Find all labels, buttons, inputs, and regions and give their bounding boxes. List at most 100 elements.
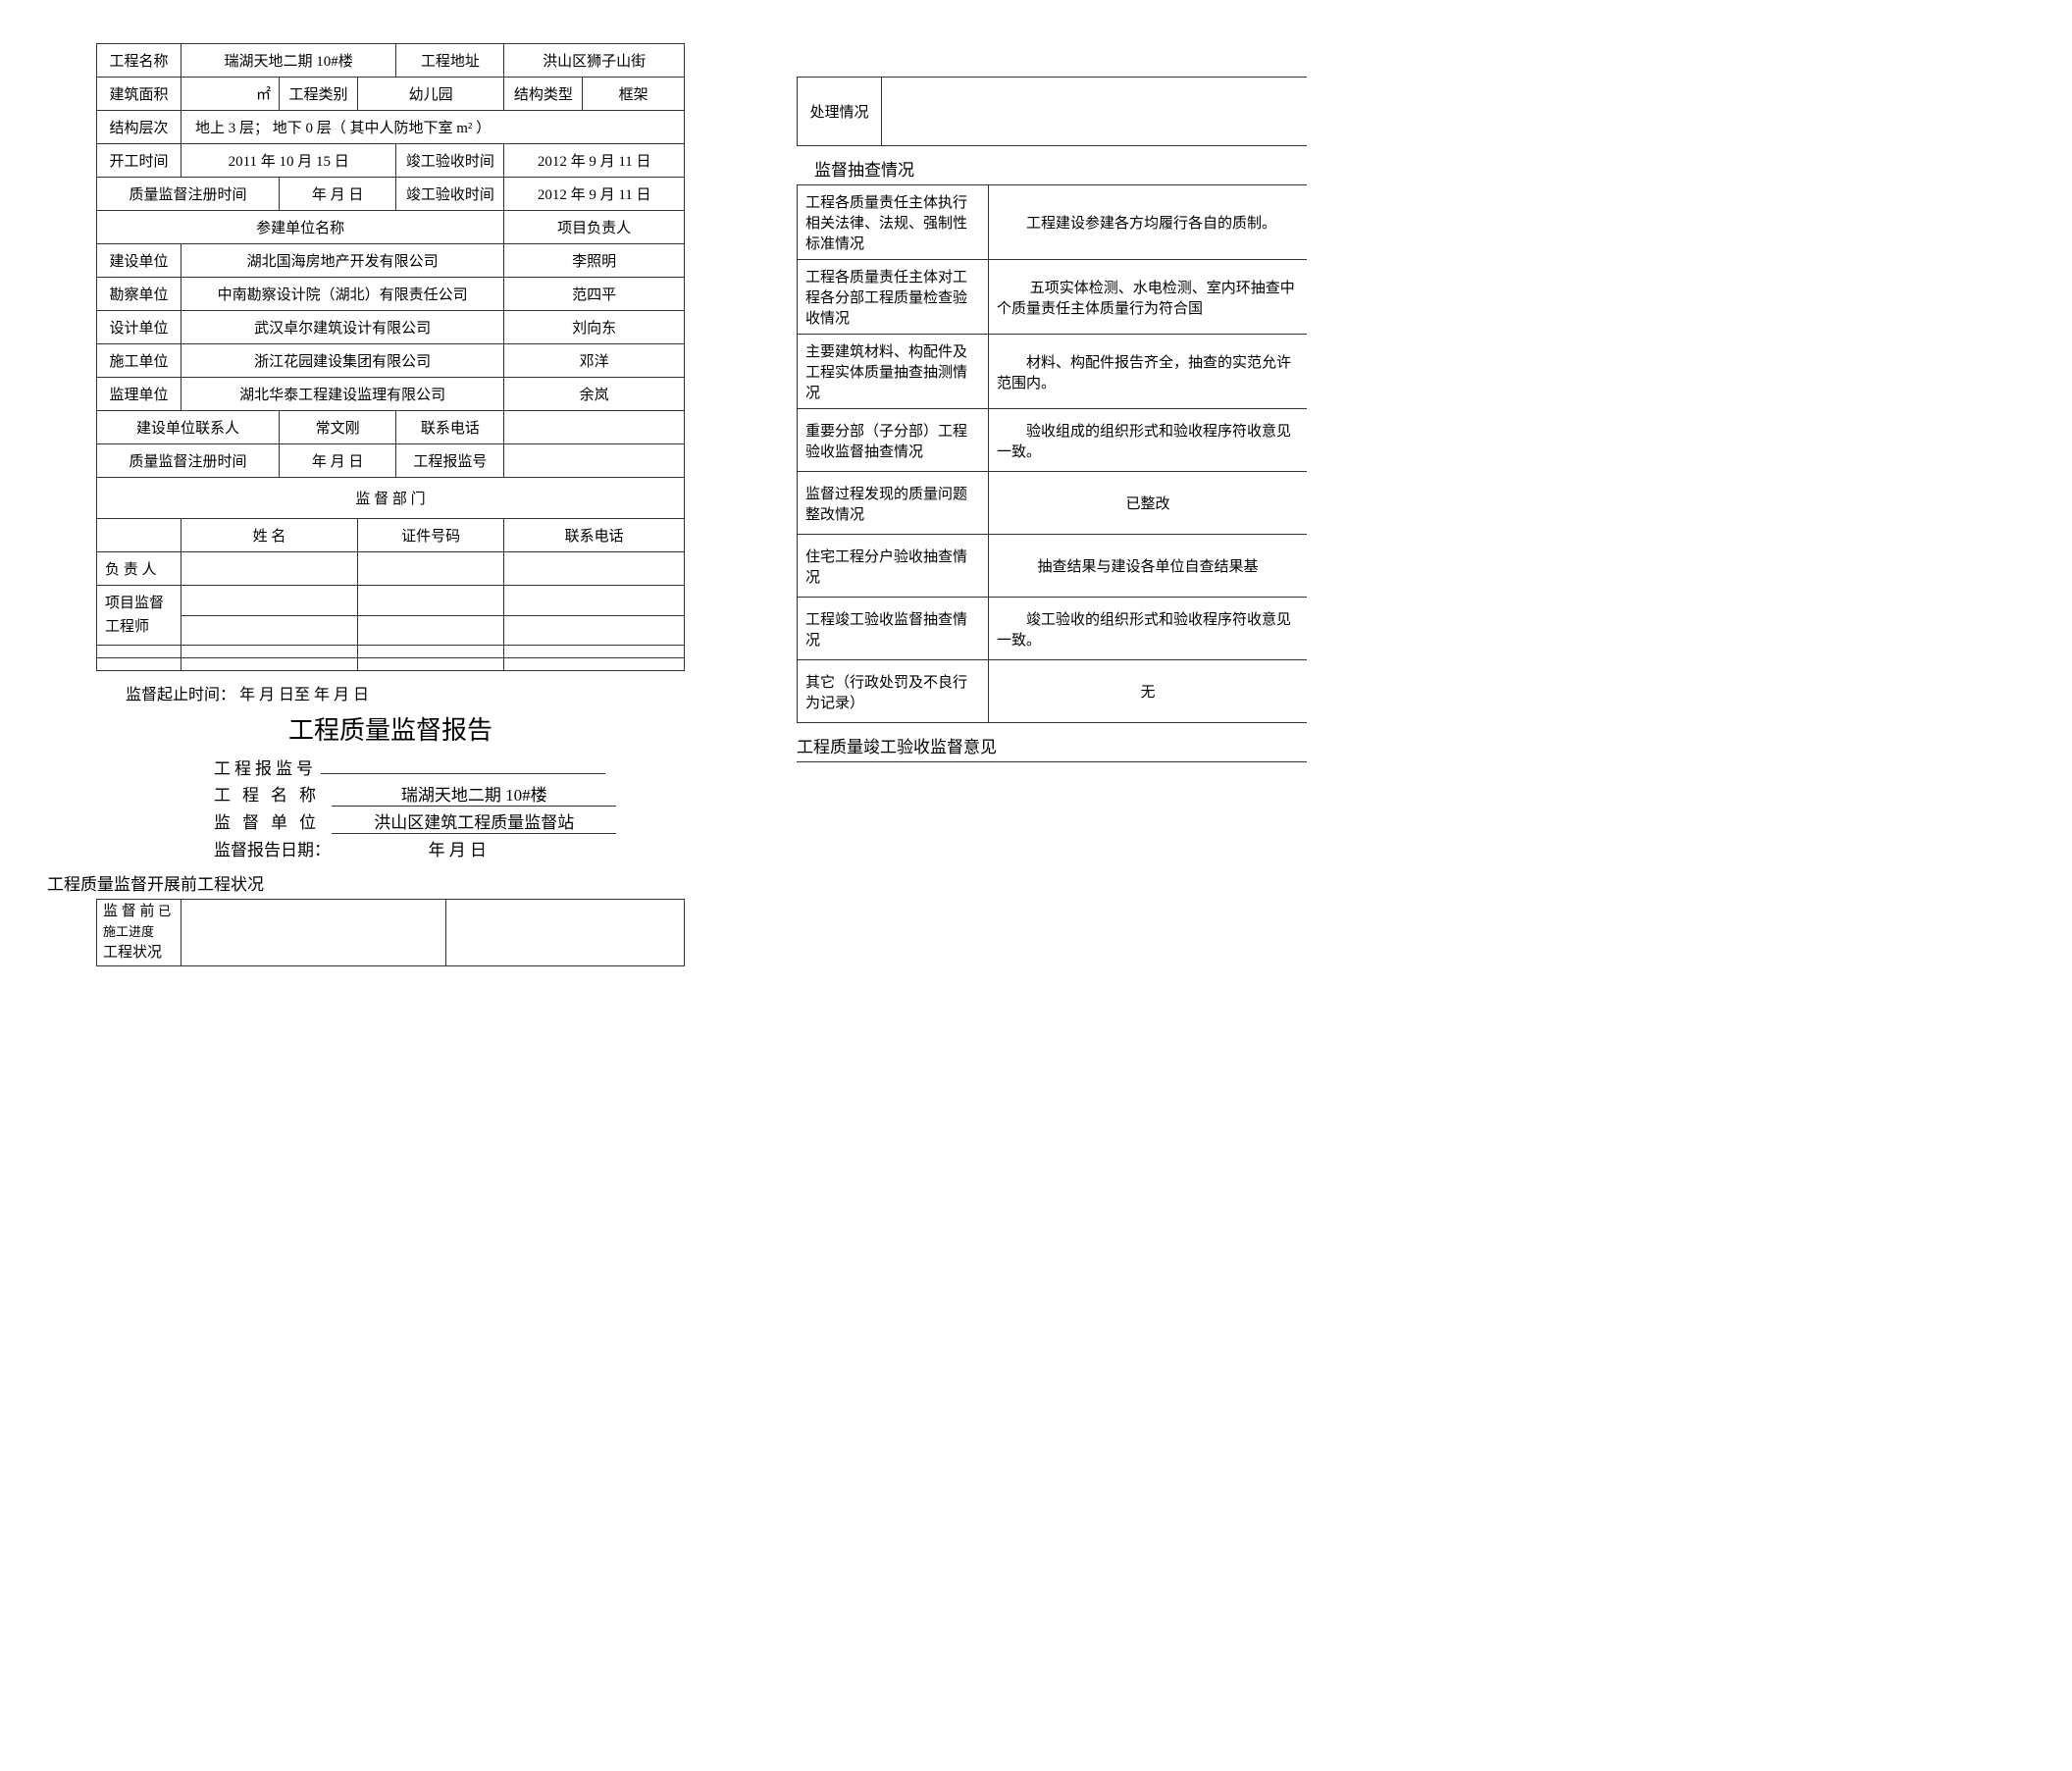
cell: 监 督 前 已施工进度 工程状况: [97, 900, 181, 966]
label: 监 督 前: [103, 904, 155, 919]
cell: ㎡: [181, 78, 280, 111]
cell: [181, 586, 358, 616]
cell: 监理单位: [97, 378, 181, 411]
cell: 工程报监号: [396, 444, 504, 478]
cell: 参建单位名称: [97, 211, 504, 244]
cell: 材料、构配件报告齐全，抽查的实范允许范围内。: [989, 335, 1308, 409]
cell: 2012 年 9 月 11 日: [504, 144, 685, 178]
right-column: 处理情况 监督抽查情况 工程各质量责任主体执行相关法律、法规、强制性标准情况 工…: [797, 77, 1307, 763]
value: 年 月 日: [335, 836, 580, 860]
section-title: 工程质量竣工验收监督意见: [797, 733, 1307, 757]
section-title: 工程质量监督开展前工程状况: [47, 870, 685, 895]
cell: 幼儿园: [358, 78, 504, 111]
cell: 竣工验收的组织形式和验收程序符收意见一致。: [989, 598, 1308, 660]
cell: 重要分部（子分部）工程验收监督抽查情况: [798, 409, 989, 472]
cell: [181, 900, 446, 966]
cell: 地上 3 层； 地下 0 层（ 其中人防地下室 m² ）: [181, 111, 685, 144]
cell: 项目负责人: [504, 211, 685, 244]
cell: [504, 586, 685, 616]
cell: 李照明: [504, 244, 685, 278]
cell: 中南勘察设计院（湖北）有限责任公司: [181, 278, 504, 311]
cell: 处理情况: [798, 78, 882, 146]
cell: [97, 519, 181, 552]
cell: [181, 658, 358, 671]
cell: 工程建设参建各方均履行各自的质制。: [989, 185, 1308, 260]
cell: 主要建筑材料、构配件及工程实体质量抽查抽测情况: [798, 335, 989, 409]
supervision-period: 监督起止时间： 年 月 日至 年 月 日: [126, 681, 685, 704]
cell: 工程地址: [396, 44, 504, 78]
label: 工程报监号: [214, 755, 317, 779]
cell: 姓 名: [181, 519, 358, 552]
cell: 已整改: [989, 472, 1308, 535]
section-title: 监督抽查情况: [814, 156, 1307, 181]
cell: 抽查结果与建设各单位自查结果基: [989, 535, 1308, 598]
cell: 常文刚: [280, 411, 396, 444]
cell: 工程各质量责任主体对工程各分部工程质量检查验收情况: [798, 260, 989, 335]
cell: 建设单位联系人: [97, 411, 280, 444]
cell: [97, 658, 181, 671]
cell: [97, 646, 181, 658]
cell: 其它（行政处罚及不良行为记录）: [798, 660, 989, 723]
cell: 勘察单位: [97, 278, 181, 311]
inspection-table: 工程各质量责任主体执行相关法律、法规、强制性标准情况 工程建设参建各方均履行各自…: [797, 184, 1307, 723]
cell: 竣工验收时间: [396, 144, 504, 178]
cell: 工程各质量责任主体执行相关法律、法规、强制性标准情况: [798, 185, 989, 260]
cell: 建设单位: [97, 244, 181, 278]
cell: 设计单位: [97, 311, 181, 344]
cell: 结构层次: [97, 111, 181, 144]
handling-table: 处理情况: [797, 77, 1307, 146]
cell: 洪山区狮子山街: [504, 44, 685, 78]
cell: 瑞湖天地二期 10#楼: [181, 44, 396, 78]
cell: 框架: [583, 78, 685, 111]
cell: 邓洋: [504, 344, 685, 378]
cell: 湖北华泰工程建设监理有限公司: [181, 378, 504, 411]
cell: [504, 646, 685, 658]
cell: 开工时间: [97, 144, 181, 178]
cell: 年 月 日: [280, 178, 396, 211]
cell: 工程竣工验收监督抽查情况: [798, 598, 989, 660]
cell: [504, 444, 685, 478]
cell: [181, 552, 358, 586]
label: 工程状况: [103, 945, 162, 961]
label: 监督单位: [214, 808, 328, 833]
cell: [358, 552, 504, 586]
cell: [358, 646, 504, 658]
label: 监督报告日期：: [214, 836, 331, 860]
value: 洪山区建筑工程质量监督站: [332, 808, 616, 834]
cell: [446, 900, 685, 966]
cell: 刘向东: [504, 311, 685, 344]
cell: 证件号码: [358, 519, 504, 552]
divider: [797, 761, 1307, 763]
pre-status-table: 监 督 前 已施工进度 工程状况: [96, 899, 685, 966]
label: 项目监督: [105, 596, 164, 611]
cell: [504, 658, 685, 671]
cell: 联系电话: [504, 519, 685, 552]
cell: [358, 615, 504, 646]
label: 工程师: [105, 619, 149, 635]
cell: 范四平: [504, 278, 685, 311]
cell: 质量监督注册时间: [97, 178, 280, 211]
report-header-lines: 工程报监号 工程名称 瑞湖天地二期 10#楼 监督单位 洪山区建筑工程质量监督站…: [214, 755, 685, 860]
label: 工程名称: [214, 781, 328, 806]
left-column: 工程名称 瑞湖天地二期 10#楼 工程地址 洪山区狮子山街 建筑面积 ㎡ 工程类…: [96, 43, 685, 966]
cell: 浙江花园建设集团有限公司: [181, 344, 504, 378]
cell: 五项实体检测、水电检测、室内环抽查中个质量责任主体质量行为符合国: [989, 260, 1308, 335]
cell: 施工单位: [97, 344, 181, 378]
cell: [504, 615, 685, 646]
cell: [504, 411, 685, 444]
cell: 质量监督注册时间: [97, 444, 280, 478]
cell: [358, 658, 504, 671]
cell: 结构类型: [504, 78, 583, 111]
cell: 工程类别: [280, 78, 358, 111]
cell: 联系电话: [396, 411, 504, 444]
cell: [181, 615, 358, 646]
cell: 无: [989, 660, 1308, 723]
cell: 年 月 日: [280, 444, 396, 478]
cell: 2011 年 10 月 15 日: [181, 144, 396, 178]
cell: 负 责 人: [97, 552, 181, 586]
cell: [358, 586, 504, 616]
cell: 2012 年 9 月 11 日: [504, 178, 685, 211]
cell: 建筑面积: [97, 78, 181, 111]
cell: 武汉卓尔建筑设计有限公司: [181, 311, 504, 344]
cell: 住宅工程分户验收抽查情况: [798, 535, 989, 598]
